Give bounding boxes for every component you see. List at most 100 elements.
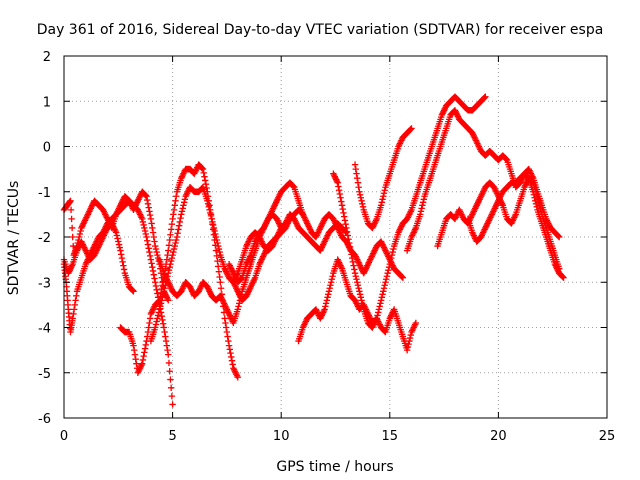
data-point bbox=[213, 236, 220, 244]
data-point bbox=[405, 340, 412, 348]
data-point bbox=[153, 318, 160, 325]
data-points bbox=[60, 93, 567, 408]
data-point bbox=[327, 279, 335, 286]
data-point bbox=[146, 211, 154, 219]
data-point bbox=[381, 282, 388, 289]
data-point bbox=[118, 254, 126, 262]
data-point bbox=[149, 224, 156, 232]
data-point bbox=[380, 285, 388, 292]
data-point bbox=[138, 360, 146, 367]
data-point bbox=[161, 328, 168, 336]
data-point bbox=[177, 214, 184, 222]
data-point bbox=[142, 230, 150, 238]
data-point bbox=[382, 276, 390, 283]
data-point bbox=[225, 337, 232, 345]
data-point bbox=[419, 199, 427, 206]
data-point bbox=[221, 315, 228, 322]
data-point bbox=[207, 212, 215, 220]
x-tick-label: 20 bbox=[490, 429, 507, 444]
data-point bbox=[322, 300, 330, 307]
data-point bbox=[342, 220, 349, 228]
data-point bbox=[166, 368, 173, 375]
data-point bbox=[379, 291, 386, 298]
data-point bbox=[149, 267, 157, 275]
data-point bbox=[226, 346, 233, 353]
data-point bbox=[382, 279, 389, 286]
data-point bbox=[412, 319, 420, 327]
data-point bbox=[174, 230, 181, 237]
data-point bbox=[130, 342, 137, 349]
data-point bbox=[69, 233, 76, 241]
data-point bbox=[419, 202, 426, 209]
y-axis-label: SDTVAR / TECUs bbox=[6, 181, 22, 296]
data-point bbox=[143, 233, 150, 241]
data-point bbox=[148, 220, 155, 227]
data-point bbox=[176, 218, 184, 226]
data-point bbox=[146, 248, 153, 256]
data-point bbox=[217, 279, 224, 286]
data-point bbox=[204, 197, 211, 204]
data-point bbox=[358, 297, 365, 304]
data-point bbox=[341, 217, 349, 224]
y-tick-label: -2 bbox=[38, 231, 51, 246]
data-point bbox=[347, 247, 354, 254]
data-point bbox=[165, 247, 172, 254]
data-point bbox=[352, 165, 359, 173]
data-point bbox=[377, 297, 385, 304]
data-point bbox=[340, 209, 347, 217]
data-point bbox=[234, 306, 241, 313]
data-point bbox=[222, 324, 230, 331]
data-point bbox=[351, 270, 359, 277]
data-point bbox=[131, 351, 139, 358]
data-point bbox=[334, 179, 341, 186]
data-point bbox=[329, 273, 336, 280]
data-point bbox=[214, 239, 221, 247]
data-point bbox=[356, 191, 364, 198]
data-point bbox=[359, 300, 366, 307]
data-point bbox=[117, 247, 124, 254]
data-point bbox=[385, 266, 392, 274]
data-point bbox=[215, 245, 223, 253]
data-point bbox=[180, 202, 187, 209]
data-point bbox=[351, 266, 358, 273]
data-point bbox=[352, 273, 359, 280]
data-point bbox=[138, 215, 146, 223]
data-point bbox=[178, 208, 186, 215]
data-point bbox=[142, 192, 150, 199]
data-point bbox=[172, 239, 179, 247]
y-tick-label: -1 bbox=[38, 186, 51, 201]
data-point bbox=[236, 300, 243, 307]
data-point bbox=[158, 312, 165, 320]
data-point bbox=[154, 315, 161, 322]
data-point bbox=[166, 236, 173, 244]
data-point bbox=[172, 197, 179, 204]
data-point bbox=[119, 258, 126, 266]
data-point bbox=[338, 198, 345, 205]
data-point bbox=[234, 374, 241, 381]
data-point bbox=[212, 230, 219, 238]
data-point bbox=[336, 190, 344, 198]
data-point bbox=[149, 229, 157, 236]
data-point bbox=[129, 287, 136, 294]
data-point bbox=[179, 205, 186, 212]
data-point bbox=[202, 181, 210, 188]
data-point bbox=[76, 233, 83, 241]
data-point bbox=[335, 183, 342, 190]
data-point bbox=[171, 242, 178, 250]
data-point bbox=[503, 156, 510, 163]
data-point bbox=[556, 265, 563, 272]
data-point bbox=[153, 248, 160, 256]
x-axis-label: GPS time / hours bbox=[276, 459, 393, 475]
data-point bbox=[169, 215, 176, 223]
data-point bbox=[417, 208, 425, 215]
data-point bbox=[380, 288, 387, 295]
data-point bbox=[170, 206, 178, 214]
data-point bbox=[69, 315, 76, 322]
data-point bbox=[215, 242, 222, 250]
data-point bbox=[223, 328, 231, 336]
data-point bbox=[112, 229, 120, 236]
data-point bbox=[207, 209, 214, 217]
x-tick-label: 25 bbox=[599, 429, 616, 444]
data-point bbox=[337, 194, 344, 201]
